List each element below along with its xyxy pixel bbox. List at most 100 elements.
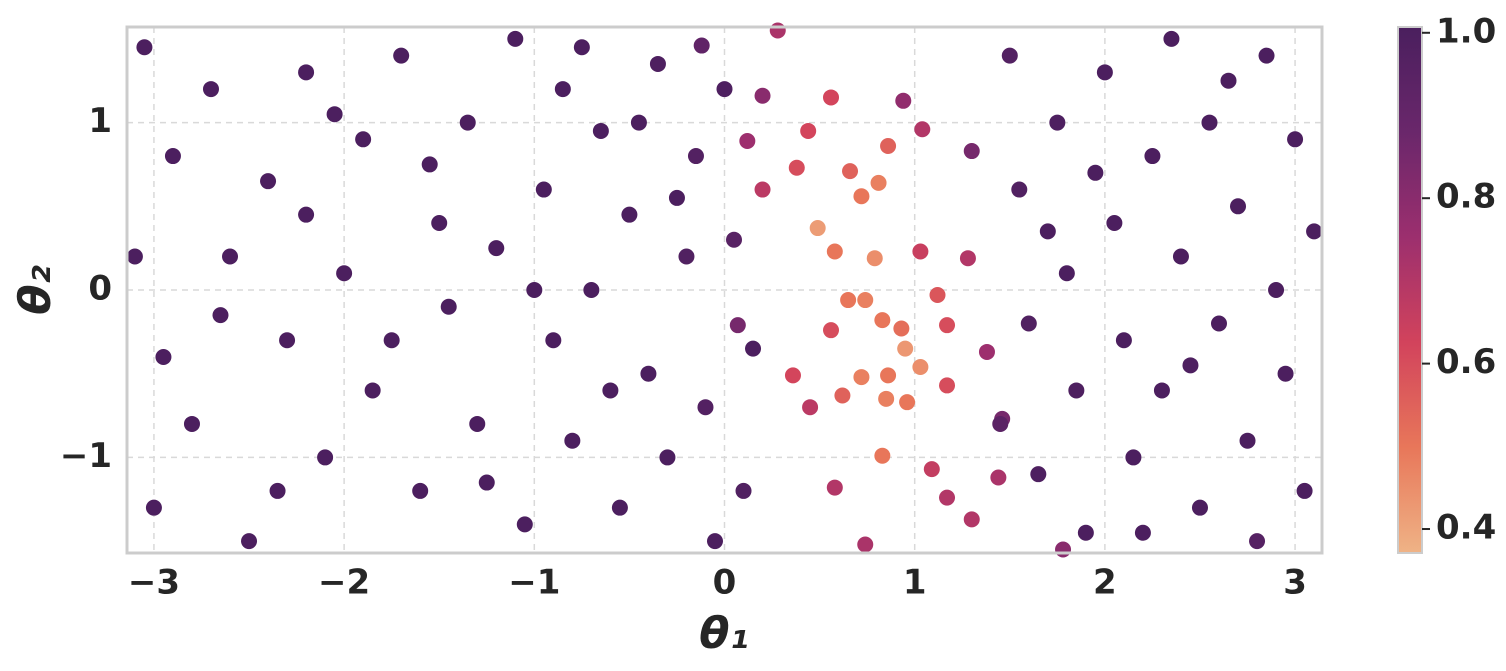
scatter-point [784, 367, 801, 384]
scatter-point [874, 312, 891, 329]
scatter-point [1106, 215, 1123, 232]
scatter-point [853, 188, 870, 205]
scatter-point [912, 243, 929, 260]
scatter-point [355, 131, 372, 148]
scatter-point [573, 39, 590, 56]
scatter-point [583, 282, 600, 298]
x-tick-label: 1 [903, 563, 927, 603]
scatter-point [842, 163, 859, 180]
scatter-point [963, 511, 980, 528]
scatter-point [878, 390, 895, 407]
scatter-point [866, 250, 883, 267]
scatter-point [939, 317, 956, 334]
scatter-point [693, 37, 710, 54]
scatter-point [800, 122, 817, 139]
scatter-point [317, 449, 334, 466]
scatter-point [880, 138, 897, 155]
scatter-point [1134, 524, 1151, 541]
scatter-point [393, 47, 410, 64]
scatter-point [880, 367, 897, 384]
scatter-point [326, 106, 343, 123]
scatter-point [912, 359, 929, 376]
scatter-point [535, 181, 552, 198]
scatter-point [823, 322, 840, 339]
scatter-point [440, 298, 457, 315]
scatter-point [1191, 499, 1208, 516]
scatter-point [1144, 148, 1161, 165]
scatter-point [1030, 466, 1047, 483]
scatter-point [899, 394, 916, 411]
scatter-point [183, 415, 200, 432]
scatter-point [788, 159, 805, 176]
scatter-point [739, 132, 756, 149]
scatter-point [978, 343, 995, 360]
scatter-point [769, 22, 786, 39]
scatter-point [136, 39, 153, 56]
scatter-point [735, 482, 752, 499]
scatter-point [1230, 198, 1247, 215]
scatter-point [640, 365, 657, 382]
scatter-point [526, 282, 543, 298]
x-tick-label: 2 [1093, 563, 1117, 603]
x-tick-label: 3 [1283, 563, 1307, 603]
scatter-point [649, 55, 666, 72]
scatter-point [630, 114, 647, 131]
scatter-point [1182, 357, 1199, 374]
scatter-point [1001, 47, 1018, 64]
scatter-point [897, 340, 914, 357]
scatter-point [621, 206, 638, 223]
scatter-point [874, 447, 891, 464]
scatter-point [726, 231, 743, 248]
scatter-point [914, 121, 931, 138]
scatter-point [929, 287, 946, 304]
scatter-point [383, 332, 400, 349]
scatter-point [298, 64, 315, 81]
scatter-point [516, 516, 533, 533]
scatter-point [279, 332, 296, 349]
scatter-point [668, 189, 685, 206]
scatter-point [1058, 265, 1075, 282]
scatter-point [1039, 223, 1056, 240]
scatter-point [212, 307, 229, 324]
scatter-point [697, 399, 714, 416]
scatter-point [126, 248, 143, 265]
scatter-point [1096, 64, 1113, 81]
scatter-point [963, 143, 980, 160]
scatter-point [870, 174, 887, 191]
y-tick-label: 1 [88, 101, 112, 141]
scatter-point [488, 240, 505, 257]
scatter-point [853, 369, 870, 386]
scatter-point [298, 206, 315, 223]
scatter-point [990, 469, 1007, 486]
scatter-point [1210, 315, 1227, 332]
scatter-point [706, 533, 723, 550]
scatter-point [421, 156, 438, 173]
colorbar-tick-label: 0.6 [1436, 342, 1496, 382]
scatter-point [269, 482, 286, 499]
scatter-point [592, 122, 609, 139]
scatter-point [222, 248, 239, 265]
x-tick-label: −1 [508, 563, 560, 603]
scatter-point [1249, 533, 1266, 550]
scatter-point [554, 81, 571, 98]
scatter-point [659, 449, 676, 466]
x-tick-label: 0 [713, 563, 737, 603]
scatter-point [893, 320, 910, 337]
scatter-point [1258, 47, 1275, 64]
scatter-point [1087, 164, 1104, 181]
scatter-point [826, 479, 843, 496]
y-axis-label: θ₂ [10, 265, 61, 315]
y-tick-label: 0 [88, 269, 112, 309]
scatter-point [336, 265, 353, 282]
scatter-point [459, 114, 476, 131]
scatter-point [202, 81, 219, 98]
scatter-point [412, 482, 429, 499]
scatter-point [478, 474, 495, 491]
x-tick-label: −3 [128, 563, 180, 603]
scatter-point [1020, 315, 1037, 332]
scatter-point [164, 148, 181, 165]
scatter-point [678, 248, 695, 265]
scatter-point [687, 148, 704, 165]
y-tick-label: −1 [60, 436, 112, 476]
